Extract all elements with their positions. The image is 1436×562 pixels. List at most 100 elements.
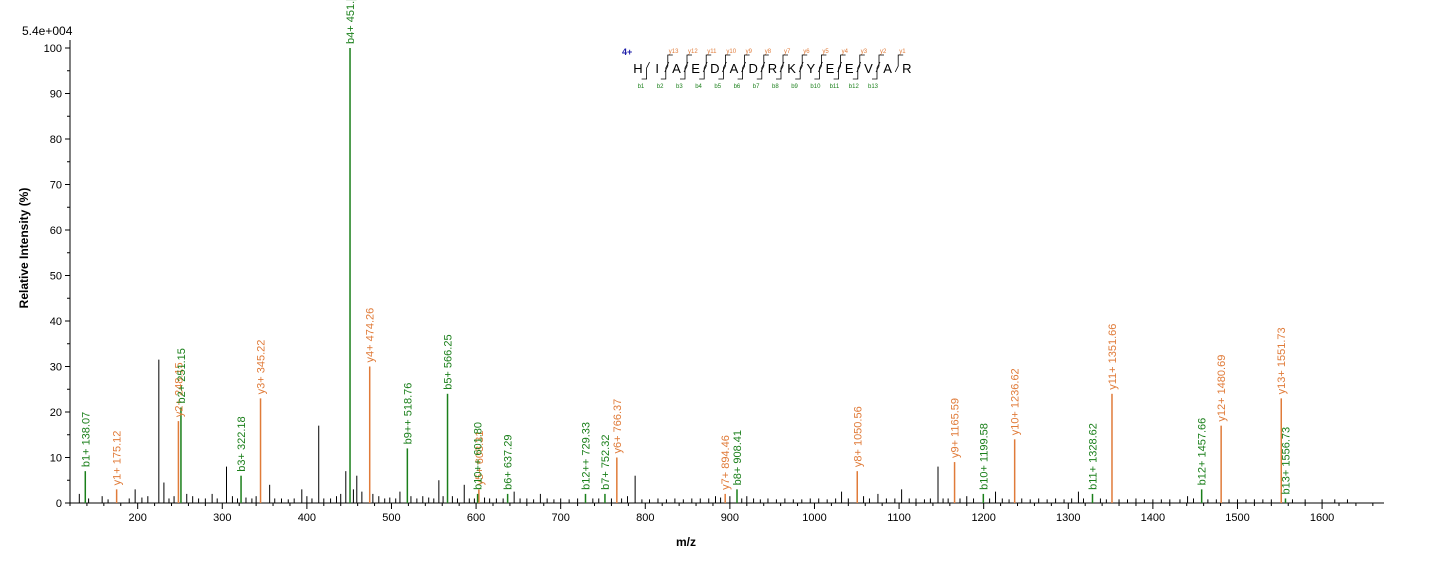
- y-axis-title: Relative Intensity (%): [17, 188, 31, 309]
- y-ion-label: y8: [765, 49, 772, 55]
- b-ion-bracket: [872, 61, 881, 80]
- peak-label: b7+ 752.32: [600, 435, 612, 490]
- y-tick-label: 70: [50, 180, 62, 192]
- b-ion-label: b12: [849, 84, 860, 90]
- b-ion-label: b8: [772, 84, 779, 90]
- peak-label: y12+ 1480.69: [1216, 355, 1228, 422]
- peak-label: b10+ 1199.58: [978, 423, 990, 490]
- x-axis: 200 300 400 500 600 700 800 900 1000 1100 1200 1300…: [69, 502, 1384, 524]
- y-tick-label: 10: [50, 453, 62, 465]
- b-ion-label: b4: [695, 84, 702, 90]
- b-ion-label: b1: [638, 84, 645, 90]
- x-tick-label: 700: [552, 512, 570, 524]
- residue: R: [902, 61, 911, 76]
- peak-label: y2+ 248.15: [173, 362, 185, 417]
- y-ion-bracket: [760, 54, 769, 73]
- x-tick-label: 1500: [1225, 512, 1249, 524]
- y-tick-label: 90: [50, 89, 62, 101]
- x-tick-label: 1100: [887, 512, 911, 524]
- peak-label: b9++ 518.76: [402, 383, 414, 445]
- charge-state: 4+: [622, 47, 632, 57]
- y-tick-label: 40: [50, 316, 62, 328]
- y-ion-label: y12: [688, 49, 698, 55]
- y-tick-label: 20: [50, 407, 62, 419]
- residue: A: [883, 61, 892, 76]
- residue: A: [672, 61, 681, 76]
- y-ion-label: y5: [822, 49, 829, 55]
- residue: D: [749, 61, 758, 76]
- b-ion-label: b2: [657, 84, 664, 90]
- b-ion-label: b13: [868, 84, 879, 90]
- y-ion-label: y2: [880, 49, 887, 55]
- peak-label: y13+ 1551.73: [1276, 327, 1288, 394]
- residue: E: [826, 61, 835, 76]
- x-tick-label: 1200: [971, 512, 995, 524]
- peak-label: b12+ 1457.66: [1197, 418, 1209, 486]
- y-ion-bracket: [837, 54, 846, 73]
- b-ion-bracket: [776, 61, 785, 80]
- b-ion-label: b7: [753, 84, 760, 90]
- peak-label: y9+ 1165.59: [950, 398, 962, 458]
- y-ion-bracket: [741, 54, 750, 73]
- y-tick-label: 60: [50, 225, 62, 237]
- x-tick-label: 800: [636, 512, 654, 524]
- y-ion-bracket: [722, 54, 731, 73]
- b-ion-bracket: [718, 61, 727, 80]
- peak-label: y7+ 894.46: [720, 435, 732, 490]
- peak-label: y3+ 345.22: [256, 340, 268, 395]
- residue: E: [845, 61, 854, 76]
- y-ion-bracket: [664, 54, 673, 73]
- y-ion-label: y3: [861, 49, 868, 55]
- b-ion-bracket: [737, 61, 746, 80]
- residue: A: [730, 61, 739, 76]
- residue: R: [768, 61, 777, 76]
- b-ion-label: b9: [791, 84, 798, 90]
- residue: E: [691, 61, 700, 76]
- peak-label: y1+ 175.12: [112, 431, 124, 486]
- b-ion-label: b10: [810, 84, 821, 90]
- peak-label: b5+ 566.25: [443, 334, 455, 389]
- peak-label: b10++ 601.80: [473, 422, 485, 490]
- y-ion-bracket: [894, 54, 904, 73]
- x-tick-label: 400: [298, 512, 316, 524]
- peak-label: b2+ 251.15: [176, 348, 188, 403]
- y-ion-bracket: [875, 54, 884, 73]
- b-ion-label: b6: [734, 84, 741, 90]
- b-ion-label: b5: [714, 84, 721, 90]
- b-ion-bracket: [795, 61, 804, 80]
- y-tick-label: 80: [50, 134, 62, 146]
- y-ion-label: y1: [899, 49, 906, 55]
- peak-label: y4+ 474.26: [365, 308, 377, 363]
- x-tick-label: 1400: [1141, 512, 1165, 524]
- x-tick-label: 500: [382, 512, 400, 524]
- y-ion-label: y7: [784, 49, 791, 55]
- b-ion-label: b11: [830, 84, 840, 90]
- peak-label: b6+ 637.29: [503, 435, 515, 490]
- x-tick-label: 1000: [802, 512, 826, 524]
- y-ion-label: y11: [707, 49, 717, 55]
- residue: H: [633, 61, 642, 76]
- residue: V: [864, 61, 873, 76]
- peak-label: b8+ 908.41: [732, 430, 744, 485]
- peak-label: y11+ 1351.66: [1107, 324, 1119, 390]
- x-tick-label: 1600: [1310, 512, 1334, 524]
- y-ion-label: y6: [803, 49, 810, 55]
- y-ion-label: y9: [746, 49, 753, 55]
- x-tick-label: 200: [129, 512, 147, 524]
- peak-label: b1+ 138.07: [80, 412, 92, 467]
- peak-label: b4+ 451.[M: [345, 0, 357, 44]
- peak-label: y10+ 1236.62: [1010, 368, 1022, 435]
- x-axis-title: m/z: [676, 535, 696, 549]
- residue: K: [787, 61, 796, 76]
- x-tick-label: 600: [467, 512, 485, 524]
- y-tick-label: 30: [50, 362, 62, 374]
- y-ion-bracket: [683, 54, 692, 73]
- residue: D: [710, 61, 719, 76]
- b-ion-bracket: [852, 61, 862, 80]
- y-tick-label: 100: [44, 43, 62, 55]
- y-ion-bracket: [702, 54, 712, 73]
- x-tick-label: 1300: [1056, 512, 1080, 524]
